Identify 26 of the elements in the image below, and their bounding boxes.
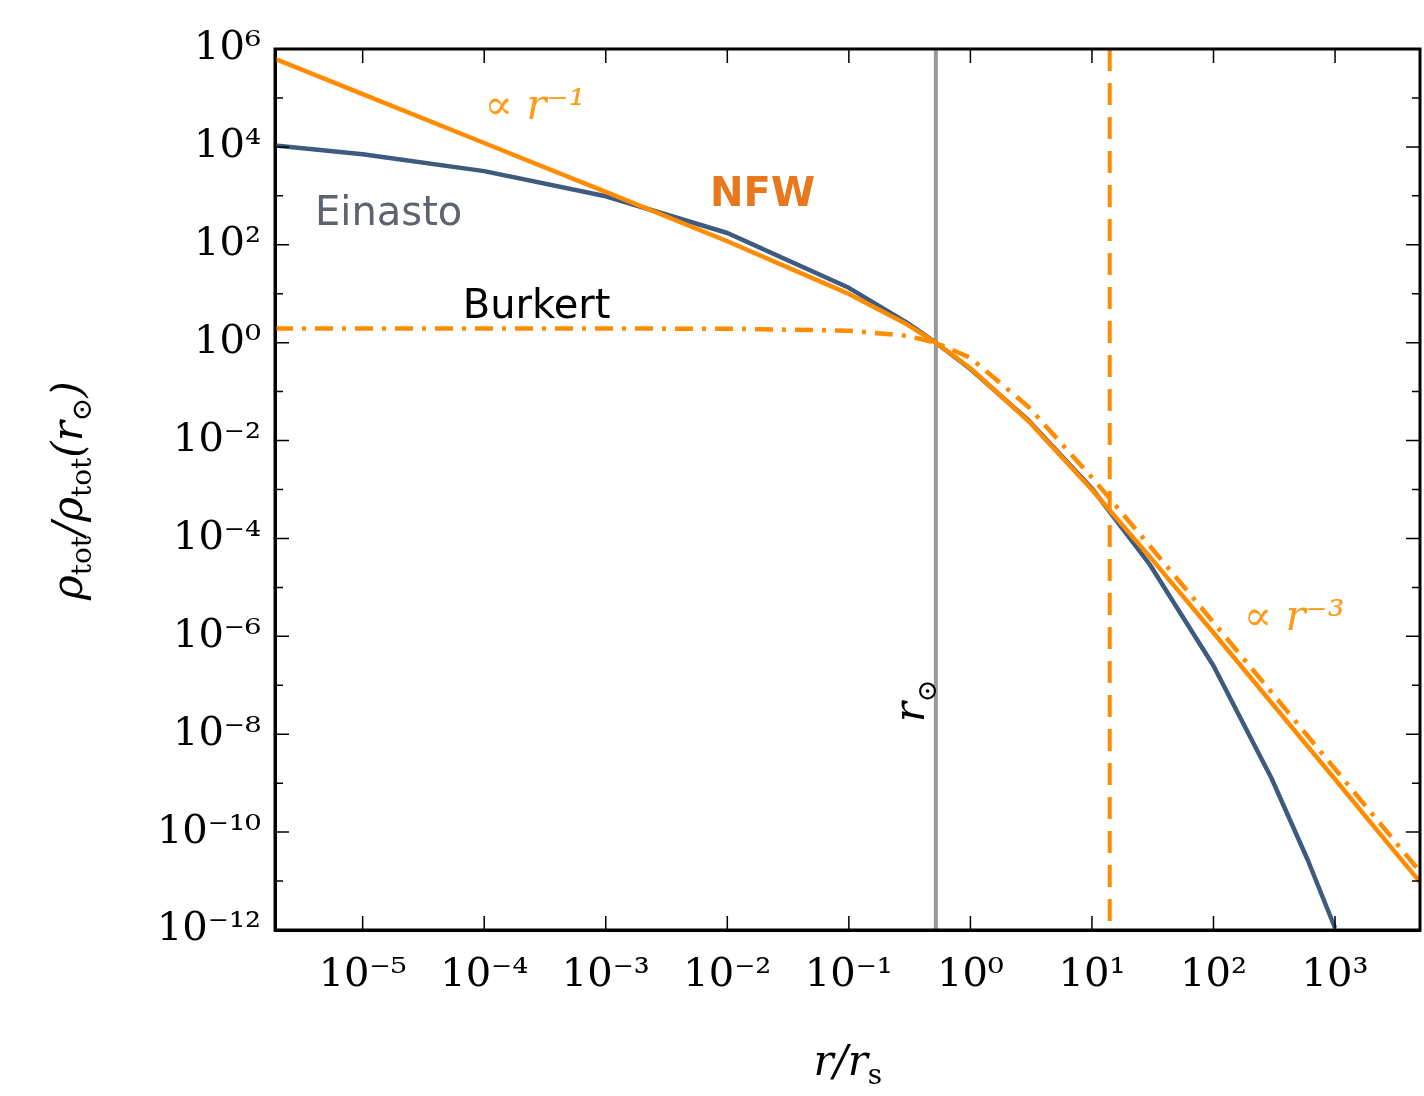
x-tick-label: 10⁻¹ — [804, 949, 893, 996]
annotation: ∝ r⁻³ — [1243, 591, 1345, 641]
y-tick-label: 10⁰ — [194, 316, 261, 363]
y-tick-label: 10⁻⁴ — [172, 511, 261, 558]
annotation: ∝ r⁻¹ — [484, 80, 586, 130]
ref-line-label: r⊙ — [884, 679, 943, 723]
x-tick-label: 10⁰ — [936, 949, 1004, 996]
y-tick-label: 10⁶ — [194, 22, 261, 69]
x-axis-title: r/r$_{s}$ — [813, 1036, 883, 1092]
x-tick-label: 10⁻⁵ — [318, 949, 407, 996]
x-tick-label: 10² — [1180, 949, 1247, 996]
x-tick-label: 10³ — [1301, 949, 1369, 996]
y-tick-label: 10⁻⁸ — [172, 707, 261, 754]
y-tick-label: 10⁻² — [172, 413, 261, 460]
x-tick-label: 10⁻³ — [561, 949, 650, 996]
y-tick-label: 10⁻¹⁰ — [156, 805, 261, 852]
y-tick-label: 10² — [194, 218, 261, 265]
x-tick-label: 10⁻² — [683, 949, 772, 996]
y-tick-label: 10⁴ — [194, 120, 261, 167]
y-tick-label: 10⁻⁶ — [172, 609, 261, 656]
series-label: Burkert — [462, 280, 611, 327]
series-label: NFW — [710, 168, 816, 215]
x-tick-label: 10⁻⁴ — [440, 949, 529, 996]
y-tick-label: 10⁻¹² — [156, 903, 261, 950]
series-label: Einasto — [315, 188, 463, 235]
x-tick-label: 10¹ — [1058, 949, 1126, 996]
